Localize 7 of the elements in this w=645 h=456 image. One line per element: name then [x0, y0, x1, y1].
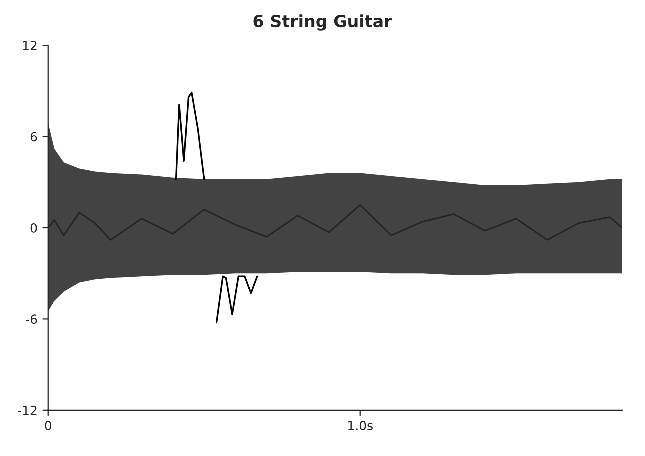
y-tick-label: 6 [30, 132, 38, 142]
y-tick-label: 12 [23, 41, 37, 50]
chart-title: 6 String Guitar [254, 14, 392, 31]
y-tick-label: -6 [26, 314, 38, 324]
y-tick-label: 0 [30, 223, 38, 233]
y-tick-label: -12 [18, 406, 37, 416]
x-tick-label: 1.0s [348, 421, 373, 430]
